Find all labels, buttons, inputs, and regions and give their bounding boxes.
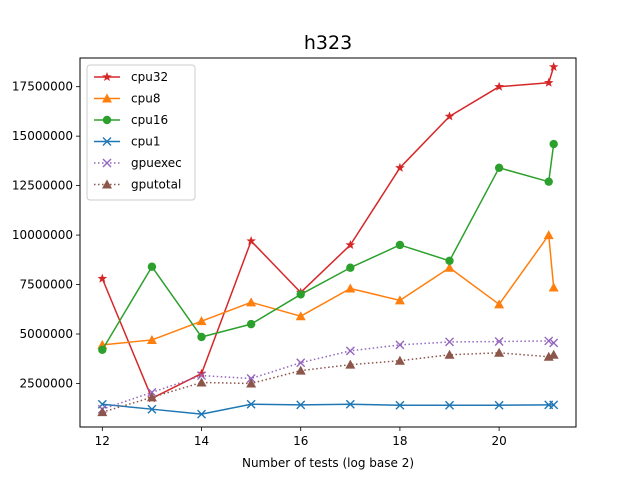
data-point-cpu16 <box>544 177 553 186</box>
data-point-gputotal <box>97 407 108 417</box>
data-point-cpu8 <box>548 282 559 292</box>
x-tick-label: 20 <box>491 434 506 448</box>
data-point-cpu8 <box>295 311 306 321</box>
data-point-gpuexec <box>445 337 455 347</box>
data-point-cpu1 <box>445 400 455 410</box>
y-tick-label: 5000000 <box>20 327 73 341</box>
data-point-cpu16 <box>98 345 107 355</box>
data-point-gputotal <box>548 349 559 359</box>
series-line-gputotal <box>102 352 554 413</box>
data-point-cpu16 <box>346 263 355 272</box>
data-point-cpu32 <box>548 61 559 71</box>
legend-entry-cpu8: cpu8 <box>94 92 160 106</box>
data-point-cpu8 <box>196 316 207 326</box>
data-point-cpu1 <box>147 404 157 414</box>
y-tick-label: 10000000 <box>12 228 73 242</box>
y-tick-label: 17500000 <box>12 80 73 94</box>
legend-entry-cpu16: cpu16 <box>94 113 168 127</box>
data-point-cpu16 <box>494 163 504 173</box>
chart-title: h323 <box>304 32 352 54</box>
x-axis-label: Number of tests (log base 2) <box>242 456 414 470</box>
data-point-cpu32 <box>444 111 455 121</box>
data-point-gpuexec <box>494 337 504 347</box>
data-point-gputotal <box>295 365 306 375</box>
data-point-cpu32 <box>196 368 207 378</box>
legend-entry-cpu1: cpu1 <box>94 135 160 149</box>
legend-marker <box>102 158 112 168</box>
data-point-cpu8 <box>246 297 257 307</box>
data-point-cpu16 <box>197 332 206 342</box>
series-cpu8 <box>97 230 559 349</box>
y-tick-label: 12500000 <box>12 179 73 193</box>
data-point-gpuexec <box>296 358 306 368</box>
data-point-gpuexec <box>345 346 355 356</box>
data-point-cpu16 <box>147 262 157 271</box>
data-point-cpu8 <box>146 334 157 344</box>
data-point-cpu32 <box>395 162 405 172</box>
y-tick-label: 7500000 <box>20 278 73 292</box>
data-point-gputotal <box>345 359 356 369</box>
data-point-cpu8 <box>543 230 554 240</box>
data-point-cpu1 <box>296 400 306 410</box>
plot-area <box>97 61 559 419</box>
legend-label: cpu16 <box>131 113 168 127</box>
data-point-gputotal <box>196 377 207 387</box>
y-tick-label: 2500000 <box>20 376 73 390</box>
data-point-cpu32 <box>97 273 108 283</box>
series-cpu16 <box>98 139 558 355</box>
legend-entry-gputotal: gputotal <box>94 178 181 192</box>
data-point-gputotal <box>246 378 257 388</box>
data-point-cpu32 <box>345 239 356 250</box>
data-point-gpuexec <box>197 371 207 381</box>
data-point-cpu1 <box>345 399 355 409</box>
legend-marker <box>102 93 112 103</box>
data-point-cpu1 <box>494 400 504 410</box>
data-point-cpu16 <box>395 240 405 250</box>
y-tick-label: 15000000 <box>12 129 73 143</box>
legend-marker <box>102 115 112 125</box>
data-point-cpu8 <box>444 262 455 272</box>
data-point-cpu8 <box>394 295 405 305</box>
legend: cpu32 cpu8 cpu16 cpu1 gpuexec gputotal <box>86 64 196 201</box>
data-point-cpu16 <box>445 256 454 266</box>
axes: 12 14 16 18 20 2500000 5000000 7500000 10000000 1… <box>12 80 507 448</box>
legend-label: cpu1 <box>131 135 160 149</box>
legend-label: cpu32 <box>131 70 168 84</box>
data-point-cpu16 <box>246 319 256 329</box>
series-gputotal <box>97 347 559 417</box>
data-point-cpu8 <box>345 283 356 293</box>
legend-entry-gpuexec: gpuexec <box>94 156 182 170</box>
data-point-gputotal <box>494 347 505 357</box>
x-tick-label: 14 <box>194 434 209 448</box>
legend-marker <box>102 137 112 146</box>
data-point-cpu16 <box>296 290 305 299</box>
data-point-gpuexec <box>544 336 554 346</box>
data-point-gpuexec <box>549 338 559 348</box>
data-point-gputotal <box>444 349 455 359</box>
data-point-cpu1 <box>197 409 207 419</box>
data-point-cpu1 <box>246 399 256 409</box>
legend-entry-cpu32: cpu32 <box>94 70 168 84</box>
data-point-cpu32 <box>543 77 554 87</box>
data-point-cpu1 <box>395 400 405 410</box>
legend-label: gpuexec <box>131 156 182 170</box>
legend-label: cpu8 <box>131 92 160 106</box>
data-point-gpuexec <box>395 340 405 350</box>
data-point-gputotal <box>146 392 157 402</box>
data-point-cpu1 <box>549 400 559 410</box>
legend-label: gputotal <box>131 178 181 192</box>
x-tick-label: 12 <box>95 434 110 448</box>
data-point-cpu8 <box>494 299 505 309</box>
data-point-cpu32 <box>494 81 504 91</box>
x-tick-label: 16 <box>293 434 308 448</box>
data-point-gputotal <box>394 355 405 365</box>
plot-frame <box>79 57 577 428</box>
legend-marker <box>102 179 112 189</box>
series-gpuexec <box>97 336 559 414</box>
data-point-cpu32 <box>246 236 256 246</box>
x-tick-label: 18 <box>392 434 407 448</box>
data-point-cpu16 <box>549 139 558 149</box>
legend-marker <box>102 72 112 82</box>
